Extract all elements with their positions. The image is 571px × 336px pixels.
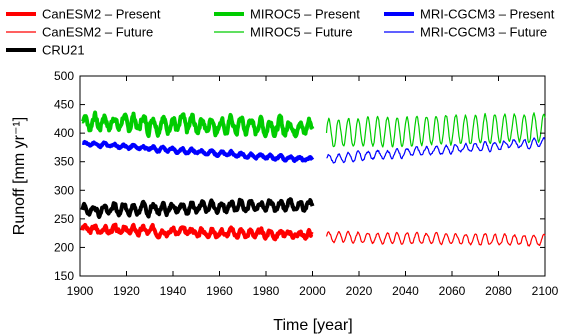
y-axis-label: Runoff [mm yr⁻¹] bbox=[11, 117, 28, 235]
x-tick-label: 2020 bbox=[346, 284, 373, 298]
axis-ticks: 1900 1920 1940 1960 1980 2000 2020 2040 2060 2080… bbox=[54, 69, 559, 298]
series-line-cru21 bbox=[80, 197, 315, 219]
x-tick-label: 1960 bbox=[206, 284, 233, 298]
y-tick-label: 500 bbox=[54, 69, 74, 83]
y-tick-label: 250 bbox=[54, 212, 74, 226]
series-line-miroc5-future bbox=[325, 112, 546, 148]
series-layer bbox=[80, 110, 546, 247]
y-tick-label: 200 bbox=[54, 240, 74, 254]
legend-label-mri-cgcm3-present: MRI-CGCM3 – Present bbox=[420, 7, 555, 22]
legend-label-miroc5-future: MIROC5 – Future bbox=[250, 25, 353, 40]
x-tick-label: 2000 bbox=[299, 284, 326, 298]
y-tick-label: 150 bbox=[54, 269, 74, 283]
x-tick-label: 1940 bbox=[160, 284, 187, 298]
legend-label-miroc5-present: MIROC5 – Present bbox=[250, 7, 360, 22]
legend-label-cru21: CRU21 bbox=[42, 43, 85, 58]
legend-label-mri-cgcm3-future: MRI-CGCM3 – Future bbox=[420, 25, 547, 40]
y-tick-label: 400 bbox=[54, 126, 74, 140]
x-tick-label: 2100 bbox=[532, 284, 559, 298]
x-tick-label: 1980 bbox=[253, 284, 280, 298]
x-tick-label: 1920 bbox=[113, 284, 140, 298]
plot-area-frame bbox=[79, 75, 546, 277]
series-line-miroc5-present bbox=[80, 110, 315, 139]
legend: CanESM2 – Present MIROC5 – Present MRI-CGC… bbox=[6, 7, 555, 58]
series-line-canesm2-future bbox=[325, 230, 546, 247]
series-line-mri-cgcm3-future bbox=[326, 137, 546, 164]
y-tick-label: 450 bbox=[54, 98, 74, 112]
x-tick-label: 2040 bbox=[392, 284, 419, 298]
y-tick-label: 350 bbox=[54, 155, 74, 169]
legend-label-canesm2-present: CanESM2 – Present bbox=[42, 7, 161, 22]
series-line-canesm2-present bbox=[80, 222, 314, 242]
x-tick-label: 2060 bbox=[439, 284, 466, 298]
series-line-mri-cgcm3-present bbox=[80, 140, 315, 163]
y-tick-label: 300 bbox=[54, 183, 74, 197]
x-tick-label: 1900 bbox=[67, 284, 94, 298]
x-axis-label: Time [year] bbox=[273, 317, 352, 334]
legend-label-canesm2-future: CanESM2 – Future bbox=[42, 25, 153, 40]
x-tick-label: 2080 bbox=[485, 284, 512, 298]
